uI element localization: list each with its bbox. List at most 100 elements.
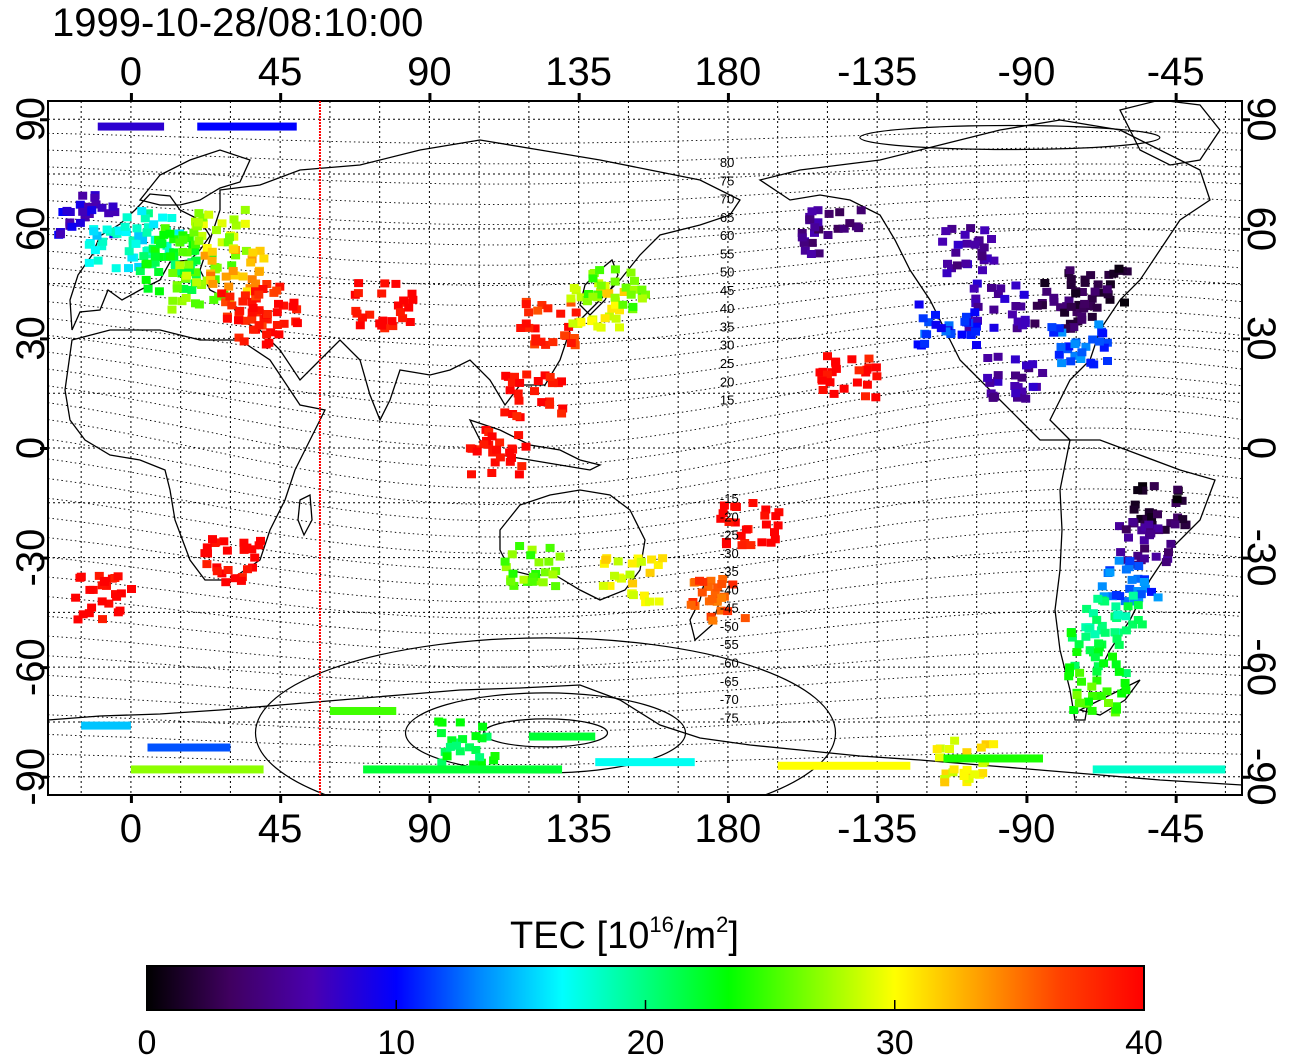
tec-cell	[521, 300, 531, 309]
tec-cell	[914, 300, 924, 309]
tec-cell	[548, 338, 558, 347]
magnetic-latitude-label: 20	[720, 374, 734, 389]
tec-cell	[230, 574, 240, 583]
tec-cell	[102, 225, 112, 234]
tec-cell	[1093, 648, 1103, 657]
coastline-antarctica	[48, 684, 1242, 786]
tec-cell	[1115, 522, 1124, 531]
tec-cell	[254, 306, 264, 315]
tec-cell	[1121, 612, 1131, 621]
tec-cell	[477, 734, 487, 743]
tec-cell	[636, 557, 646, 566]
tec-polar-strip	[777, 761, 911, 770]
tec-cell	[957, 330, 967, 339]
magnetic-latitude-label: 60	[720, 228, 734, 243]
tec-cell	[1093, 594, 1103, 603]
tec-cell	[1077, 348, 1087, 357]
tec-cell	[1076, 355, 1086, 363]
tec-cell	[989, 256, 999, 265]
tec-cell	[619, 288, 629, 296]
tec-cell	[654, 597, 664, 606]
tec-cell	[150, 246, 160, 255]
tec-cell	[1164, 548, 1173, 557]
tec-cell	[1125, 557, 1135, 566]
tec-cell	[248, 248, 258, 257]
tec-cell	[182, 271, 192, 280]
tec-cell	[989, 740, 999, 749]
colorbar-label: TEC [1016/m2]	[510, 912, 739, 957]
x-top-tick-label: -135	[837, 50, 917, 94]
tec-cell	[872, 372, 882, 381]
tec-cell	[944, 321, 954, 330]
magnetic-latitude-label: -45	[720, 601, 739, 616]
tec-cell	[993, 371, 1003, 380]
tec-cell	[517, 462, 527, 471]
tec-cell	[653, 561, 663, 569]
tec-cell	[1030, 319, 1040, 328]
tec-cell	[94, 571, 104, 580]
tec-cell	[262, 310, 272, 318]
tec-cell	[824, 209, 834, 218]
x-top-tick	[428, 93, 432, 101]
tec-cell	[611, 314, 621, 323]
tec-cell	[1111, 660, 1121, 669]
tec-cell	[197, 231, 207, 240]
tec-cell	[971, 294, 981, 303]
tec-cell	[1092, 615, 1102, 624]
tec-cell	[181, 293, 191, 302]
tec-cell	[1077, 677, 1086, 686]
y-left-tick	[40, 227, 48, 231]
tec-cell	[1121, 686, 1131, 695]
tec-cell	[262, 330, 272, 339]
tec-cell	[194, 236, 204, 245]
tec-cell	[240, 219, 250, 228]
tec-cell	[1087, 312, 1097, 321]
magnetic-latitude-label: 45	[720, 283, 734, 298]
magnetic-latitude-contour	[48, 179, 1242, 205]
magnetic-latitude-contour	[48, 691, 1242, 717]
tec-cell	[556, 309, 566, 318]
tec-cell	[1104, 699, 1113, 707]
tec-cell	[259, 254, 269, 263]
tec-cell	[208, 535, 217, 544]
tec-cell	[168, 269, 178, 277]
tec-cell	[170, 260, 180, 268]
tec-cell	[398, 314, 408, 323]
tec-cell	[626, 290, 636, 299]
tec-cell	[231, 221, 241, 230]
tec-cell	[1100, 628, 1110, 637]
tec-cell	[728, 580, 738, 589]
colorbar-tick-label: 10	[377, 1024, 415, 1057]
tec-cell	[187, 286, 197, 294]
tec-cell	[566, 339, 576, 347]
tec-cell	[1028, 382, 1038, 391]
tec-cell	[1094, 320, 1104, 329]
tec-polar-strip	[147, 743, 231, 752]
tec-cell	[1077, 315, 1087, 324]
tec-cell	[833, 224, 843, 233]
tec-cell	[1061, 324, 1071, 333]
tec-cell	[434, 717, 444, 726]
tec-cell	[221, 272, 231, 281]
colorbar-tick-label: 20	[627, 1024, 665, 1057]
tec-cell	[139, 252, 149, 261]
tec-cell	[377, 289, 387, 298]
y-left-tick-label: 0	[9, 437, 53, 459]
tec-cell	[90, 193, 100, 202]
tec-polar-strip	[81, 721, 131, 730]
tec-cell	[235, 306, 245, 315]
tec-cell	[484, 428, 494, 436]
tec-cell	[835, 208, 845, 217]
tec-cell	[510, 372, 519, 381]
y-right-tick	[1242, 337, 1250, 341]
tec-cell	[500, 557, 510, 566]
tec-cell	[610, 293, 620, 302]
y-left-tick	[40, 775, 48, 779]
tec-cell	[110, 208, 120, 217]
tec-cell	[1094, 639, 1104, 648]
tec-cell	[207, 247, 217, 256]
tec-cell	[1020, 319, 1030, 328]
x-bottom-tick	[577, 795, 581, 803]
magnetic-latitude-contour	[48, 244, 1242, 286]
y-right-tick	[1242, 666, 1250, 670]
